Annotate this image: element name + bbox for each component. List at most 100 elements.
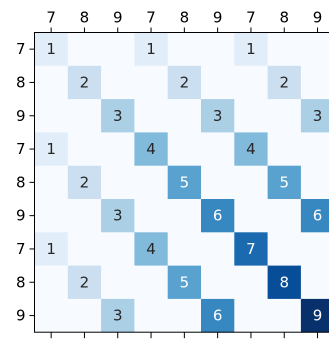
heatmap-cell	[34, 32, 69, 67]
heatmap-cell	[201, 165, 235, 200]
heatmap-cell	[167, 65, 202, 100]
cell-value-label: 1	[46, 140, 56, 158]
cell-value-label: 2	[80, 173, 90, 191]
heatmap-cell	[234, 232, 268, 266]
heatmap-cell	[267, 132, 302, 167]
x-tick-label: 9	[313, 9, 323, 27]
heatmap-cell	[267, 99, 302, 133]
heatmap-cell	[101, 199, 135, 233]
heatmap-cell	[300, 65, 329, 100]
y-tick-label: 8	[16, 73, 26, 91]
cell-value-label: 5	[180, 173, 190, 191]
heatmap-cell	[167, 298, 202, 333]
heatmap-cell	[101, 65, 135, 100]
y-tick-label: 8	[16, 273, 26, 291]
heatmap-cell	[34, 232, 69, 266]
heatmap-cell	[67, 132, 102, 167]
x-tick-label: 7	[46, 9, 56, 27]
heatmap-cell	[201, 99, 235, 133]
heatmap-cell	[34, 132, 69, 167]
x-axis: 7 8 9 7 8 9 7 8 9	[46, 9, 322, 339]
heatmap-cell	[34, 99, 69, 133]
heatmap-cell	[201, 232, 235, 266]
heatmap-cell	[234, 165, 268, 200]
heatmap-cell	[67, 165, 102, 200]
heatmap-cell	[67, 99, 102, 133]
cell-value-label: 6	[213, 207, 223, 225]
cell-value-label: 1	[246, 40, 256, 58]
heatmap-cell	[300, 265, 329, 300]
heatmap-cell	[101, 165, 135, 200]
heatmap-cell	[267, 298, 302, 333]
heatmap-cell-labels: 1 1 1 2 2 2 3 3 3 1 4 4 2 5 5 3 6 6 1 4 7 2 5 8 3 6 9	[46, 40, 322, 324]
y-tick-label: 7	[16, 140, 26, 158]
heatmap-cell	[134, 32, 169, 67]
cell-value-label: 3	[213, 107, 223, 125]
heatmap-cell	[167, 199, 202, 233]
cell-value-label: 5	[279, 173, 289, 191]
heatmap-cell	[234, 32, 268, 67]
heatmap-cell	[201, 298, 235, 333]
heatmap-cell	[234, 132, 268, 167]
heatmap-cell	[134, 265, 169, 300]
heatmap-cell	[201, 32, 235, 67]
y-tick-label: 8	[16, 173, 26, 191]
heatmap-cell	[300, 99, 329, 133]
y-tick-label: 7	[16, 40, 26, 58]
cell-value-label: 6	[213, 307, 223, 325]
cell-value-label: 9	[313, 307, 323, 325]
cell-value-label: 1	[46, 240, 56, 258]
heatmap-cell	[201, 132, 235, 167]
heatmap-cell	[234, 199, 268, 233]
cell-value-label: 1	[46, 40, 56, 58]
x-tick-label: 7	[246, 9, 256, 27]
heatmap-cell	[101, 232, 135, 266]
x-tick-label: 8	[180, 9, 190, 27]
heatmap-cell	[101, 298, 135, 333]
cell-value-label: 4	[146, 240, 156, 258]
heatmap-cell	[101, 265, 135, 300]
heatmap-cell	[34, 265, 69, 300]
heatmap-cell	[101, 99, 135, 133]
heatmap-cell	[134, 165, 169, 200]
heatmap-cell	[300, 199, 329, 233]
cell-value-label: 1	[146, 40, 156, 58]
heatmap-cell	[267, 199, 302, 233]
heatmap-cell	[167, 232, 202, 266]
heatmap-cell	[234, 99, 268, 133]
heatmap-cell	[34, 65, 69, 100]
heatmap-cell	[167, 99, 202, 133]
cell-value-label: 2	[80, 73, 90, 91]
cell-value-label: 8	[279, 273, 289, 291]
cell-value-label: 3	[113, 307, 123, 325]
heatmap-cell	[134, 232, 169, 266]
heatmap-cell	[300, 132, 329, 167]
heatmap-cell	[234, 265, 268, 300]
cell-value-label: 6	[313, 207, 323, 225]
heatmap-cell	[267, 232, 302, 266]
y-tick-label: 9	[16, 107, 26, 125]
heatmap-cell	[267, 65, 302, 100]
cell-value-label: 2	[80, 273, 90, 291]
heatmap-cell	[300, 232, 329, 266]
x-tick-label: 9	[113, 9, 123, 27]
x-tick-label: 9	[213, 9, 223, 27]
heatmap-cell	[267, 165, 302, 200]
heatmap-cell	[201, 265, 235, 300]
y-tick-label: 7	[16, 240, 26, 258]
cell-value-label: 3	[113, 207, 123, 225]
heatmap-cell	[67, 298, 102, 333]
cell-value-label: 2	[180, 73, 190, 91]
cell-value-label: 4	[146, 140, 156, 158]
heatmap-cell	[134, 132, 169, 167]
y-axis: 7 8 9 7 8 9 7 8 9	[16, 40, 35, 325]
heatmap-cell	[34, 199, 69, 233]
heatmap-cell	[134, 199, 169, 233]
heatmap-cell	[34, 165, 69, 200]
heatmap-cell	[134, 99, 169, 133]
heatmap-cell	[300, 298, 329, 333]
heatmap-cell	[134, 65, 169, 100]
heatmap-cell	[234, 298, 268, 333]
heatmap-cell	[300, 165, 329, 200]
x-tick-label: 7	[146, 9, 156, 27]
